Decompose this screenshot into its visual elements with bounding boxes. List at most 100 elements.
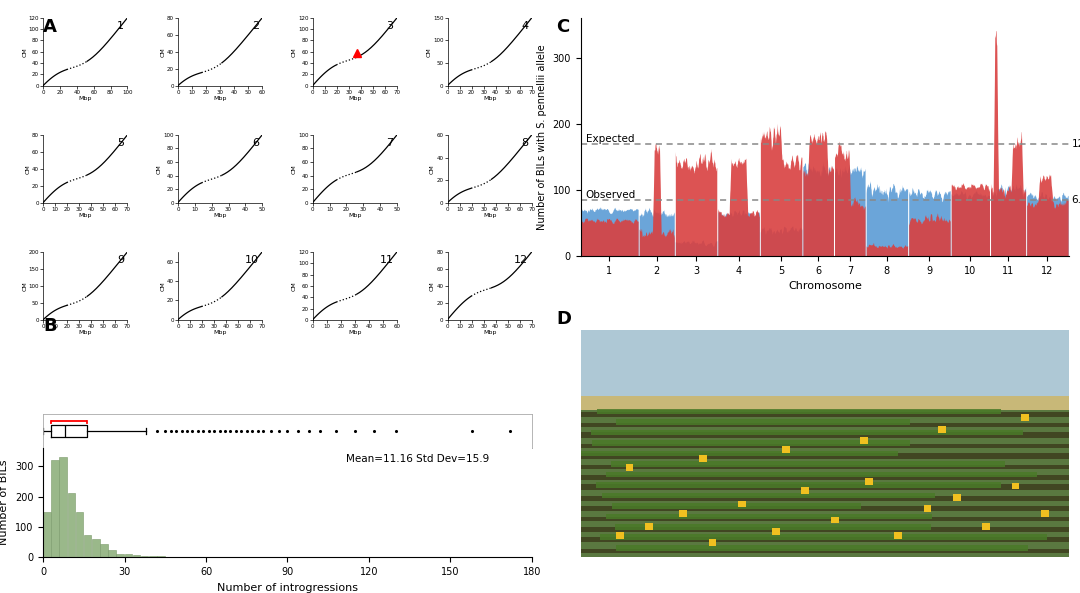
Text: 9: 9 (117, 255, 124, 265)
X-axis label: Mbp: Mbp (348, 213, 362, 218)
Bar (581, 451, 897, 457)
Bar (612, 503, 861, 509)
Bar (581, 453, 1069, 458)
Y-axis label: CM: CM (23, 281, 27, 291)
Point (221, 426, 239, 435)
Point (167, 426, 185, 435)
Bar (581, 484, 1069, 490)
Point (463, 426, 481, 435)
Bar (84, 534, 92, 557)
Bar (59, 457, 67, 557)
X-axis label: Mbp: Mbp (79, 330, 92, 336)
Bar (625, 464, 633, 471)
Bar (76, 512, 83, 557)
Bar (894, 533, 902, 539)
Point (501, 426, 518, 435)
Bar (939, 426, 946, 433)
Text: 11: 11 (380, 255, 393, 265)
Bar (611, 461, 1004, 467)
Bar (581, 423, 1069, 427)
Bar (923, 505, 931, 512)
X-axis label: Mbp: Mbp (79, 213, 92, 218)
Bar (738, 500, 746, 508)
Bar (581, 496, 1069, 500)
Bar (600, 534, 1047, 540)
Bar (581, 517, 1069, 521)
Y-axis label: CM: CM (292, 47, 297, 57)
Y-axis label: CM: CM (161, 281, 165, 291)
Text: 10: 10 (245, 255, 259, 265)
Point (200, 426, 217, 435)
Bar (581, 412, 1069, 417)
X-axis label: Mbp: Mbp (348, 330, 362, 336)
Bar (581, 330, 1069, 398)
Text: 4: 4 (522, 21, 528, 31)
Text: 7: 7 (387, 138, 393, 148)
Y-axis label: CM: CM (292, 164, 297, 174)
Point (232, 426, 249, 435)
Text: 6.2%: 6.2% (1071, 195, 1080, 205)
Bar (617, 419, 910, 425)
Point (262, 426, 280, 435)
Bar (860, 437, 868, 444)
Bar (124, 554, 132, 557)
Bar (831, 517, 838, 524)
Text: 5: 5 (117, 138, 124, 148)
X-axis label: Number of introgressions: Number of introgressions (217, 583, 357, 592)
Point (162, 426, 179, 435)
X-axis label: Mbp: Mbp (483, 213, 497, 218)
Text: Expected: Expected (585, 133, 634, 144)
Y-axis label: CM: CM (292, 281, 297, 291)
Y-axis label: Number of BILs with S. pennellii allele: Number of BILs with S. pennellii allele (537, 44, 546, 229)
Bar (133, 555, 140, 557)
Point (184, 426, 201, 435)
Bar (581, 476, 1069, 480)
Bar (699, 455, 706, 462)
X-axis label: Mbp: Mbp (483, 330, 497, 336)
Point (157, 426, 174, 435)
Bar (679, 510, 687, 517)
Bar (1012, 483, 1020, 489)
Y-axis label: Number of BILs: Number of BILs (0, 460, 10, 546)
Point (227, 426, 244, 435)
Bar (165, 556, 173, 557)
Bar (149, 556, 157, 557)
Bar (581, 444, 1069, 448)
Bar (603, 493, 935, 498)
Y-axis label: CM: CM (430, 281, 435, 291)
Point (205, 426, 222, 435)
X-axis label: Mbp: Mbp (348, 97, 362, 101)
Point (271, 426, 288, 435)
Text: 12.5%: 12.5% (1071, 139, 1080, 148)
Text: 12: 12 (514, 255, 528, 265)
Point (289, 426, 307, 435)
Text: Mean=11.16 Std Dev=15.9: Mean=11.16 Std Dev=15.9 (346, 454, 489, 464)
Bar (140, 556, 148, 557)
Bar (616, 545, 1028, 551)
Bar (52, 460, 59, 557)
Bar (597, 409, 1001, 415)
Point (311, 426, 328, 435)
Point (211, 426, 228, 435)
Bar (581, 396, 1069, 410)
Bar (581, 537, 1069, 543)
Y-axis label: CM: CM (157, 164, 162, 174)
X-axis label: Chromosome: Chromosome (788, 281, 862, 291)
Bar (581, 506, 1069, 511)
Bar (645, 524, 653, 530)
Bar (158, 556, 165, 557)
Bar (117, 554, 124, 557)
Point (366, 426, 383, 435)
Y-axis label: CM: CM (26, 164, 30, 174)
Text: C: C (556, 18, 569, 36)
Bar (801, 487, 809, 494)
Bar (1041, 510, 1049, 517)
Bar (606, 514, 932, 519)
Point (216, 426, 233, 435)
X-axis label: Mbp: Mbp (483, 97, 497, 101)
Point (238, 426, 255, 435)
Bar (982, 524, 990, 530)
Y-axis label: CM: CM (430, 164, 435, 174)
Point (249, 426, 267, 435)
Point (279, 426, 296, 435)
